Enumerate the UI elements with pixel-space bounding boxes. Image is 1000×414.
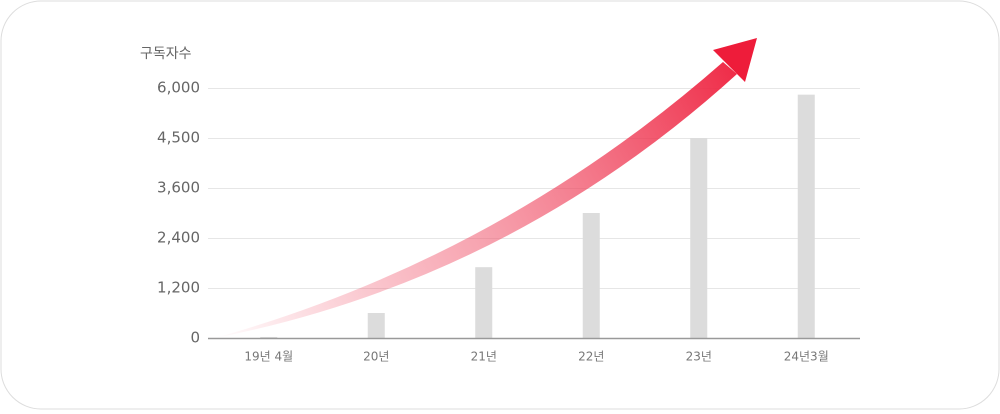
- y-tick-label: 0: [190, 329, 200, 347]
- x-tick-label: 24년3월: [784, 350, 829, 364]
- x-tick-label: 23년: [686, 350, 712, 364]
- y-tick-label: 2,400: [157, 229, 200, 247]
- bar: [582, 213, 600, 338]
- y-tick-label: 1,200: [157, 279, 200, 297]
- y-tick-label: 6,000: [157, 79, 200, 97]
- x-tick-label: 21년: [471, 350, 497, 364]
- bar: [260, 336, 278, 338]
- trend-arrow-head: [713, 38, 757, 82]
- x-tick-label: 19년 4월: [244, 350, 293, 364]
- y-axis-title: 구독자수: [140, 46, 192, 62]
- y-tick-label: 3,600: [157, 179, 200, 197]
- bar: [367, 313, 385, 338]
- x-tick-label: 20년: [363, 350, 389, 364]
- bar: [475, 267, 493, 338]
- bar: [690, 138, 708, 338]
- y-tick-label: 4,500: [157, 129, 200, 147]
- x-tick-label: 22년: [578, 350, 604, 364]
- bar: [797, 94, 815, 339]
